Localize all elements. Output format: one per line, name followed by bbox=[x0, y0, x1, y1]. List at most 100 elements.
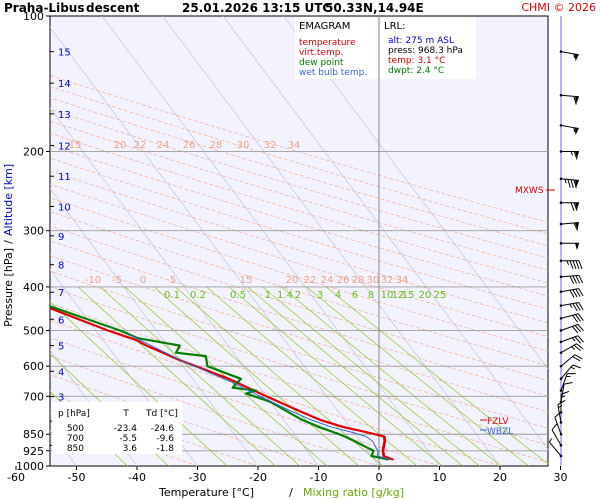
isotherm-line bbox=[50, 268, 198, 466]
table-cell: -24.6 bbox=[151, 424, 175, 434]
plot-area bbox=[49, 15, 549, 467]
x-axis-title: Temperature [°C] bbox=[158, 486, 254, 499]
adiabat-label: 32 bbox=[381, 275, 394, 286]
legend-virt-temp: virt.temp. bbox=[299, 48, 343, 58]
wind-barb bbox=[559, 242, 579, 251]
x-tick-label: -60 bbox=[7, 471, 25, 484]
mixing-ratio-label: 10 bbox=[381, 290, 394, 301]
wind-barb bbox=[559, 50, 579, 62]
altitude-tick-label: 11 bbox=[58, 172, 71, 183]
isotherm-line bbox=[50, 107, 319, 466]
legend-temperature: temperature bbox=[299, 38, 356, 48]
wind-barb bbox=[559, 373, 576, 392]
profile-series bbox=[50, 305, 395, 461]
mixing-ratio-label: 20 bbox=[419, 290, 432, 301]
wind-barb bbox=[559, 274, 584, 285]
adiabat-label: 30 bbox=[367, 275, 380, 286]
adiabat-label: 28 bbox=[210, 140, 223, 151]
isotherm-lines bbox=[50, 16, 548, 466]
adiabat-label: 28 bbox=[352, 275, 365, 286]
altitude-tick-label: 7 bbox=[58, 288, 64, 299]
x-tick-label: 20 bbox=[493, 471, 507, 484]
table-cell: 500 bbox=[67, 424, 84, 434]
altitude-tick-label: 14 bbox=[58, 79, 71, 90]
series-dew-point bbox=[50, 305, 390, 461]
legend: EMAGRAM temperature virt.temp. dew point… bbox=[295, 17, 377, 79]
y-tick-label: 1000 bbox=[16, 460, 44, 473]
lrl-temperature: temp: 3.1 °C bbox=[388, 56, 445, 66]
table-cell: -1.8 bbox=[156, 444, 174, 454]
x-tick-label: -30 bbox=[189, 471, 207, 484]
adiabat-label: 15 bbox=[240, 275, 253, 286]
mixing-ratio-label: 2 bbox=[295, 290, 301, 301]
x-tick-label: -50 bbox=[68, 471, 86, 484]
wind-barb bbox=[559, 124, 579, 136]
y-tick-label: 500 bbox=[23, 325, 44, 338]
x-tick-label: 30 bbox=[554, 471, 568, 484]
x-tick-label: -40 bbox=[128, 471, 146, 484]
wind-barb bbox=[559, 313, 584, 323]
wbzl-label: WBZL bbox=[487, 427, 513, 437]
wind-barb bbox=[559, 323, 584, 334]
altitude-tick-label: 13 bbox=[58, 110, 71, 121]
dry-adiabat-line bbox=[50, 75, 548, 223]
wind-barbs bbox=[548, 16, 584, 466]
mixing-ratio-label: 4 bbox=[335, 290, 341, 301]
station-name: Praha-Libus bbox=[4, 1, 84, 15]
y-tick-label: 300 bbox=[23, 225, 44, 238]
isotherm-line bbox=[50, 188, 259, 466]
wind-barb bbox=[559, 93, 579, 105]
y-tick-label: 600 bbox=[23, 360, 44, 373]
dry-adiabat-lines bbox=[50, 75, 548, 466]
x-tick-label: -20 bbox=[249, 471, 267, 484]
mixing-ratio-label: 25 bbox=[434, 290, 447, 301]
adiabat-label: 26 bbox=[337, 275, 350, 286]
adiabat-label: 15 bbox=[69, 140, 82, 151]
adiabat-label: -5 bbox=[112, 275, 122, 286]
table-cell: -23.4 bbox=[114, 424, 138, 434]
dry-adiabat-line bbox=[50, 120, 548, 271]
mixing-ratio-label: 6 bbox=[352, 290, 358, 301]
lrl-title: LRL: bbox=[384, 21, 405, 32]
lrl-altitude: alt: 275 m ASL bbox=[388, 36, 454, 46]
copyright: CHMI © 2026 bbox=[521, 1, 596, 14]
wind-barb bbox=[559, 201, 579, 211]
level-table: p [hPa] T Td [°C] 500 -23.4 -24.6 700 -5… bbox=[52, 402, 182, 454]
mixing-ratio-label: 0.1 bbox=[164, 290, 180, 301]
adiabat-label: 30 bbox=[237, 140, 250, 151]
altitude-tick-label: 4 bbox=[58, 367, 64, 378]
wind-barb bbox=[559, 150, 579, 160]
altitude-tick-label: 9 bbox=[58, 232, 64, 243]
lrl-dewpoint: dwpt: 2.4 °C bbox=[388, 66, 444, 76]
dry-adiabat-line bbox=[50, 337, 440, 466]
lrl-box: LRL: alt: 275 m ASL press: 968.3 hPa tem… bbox=[380, 17, 476, 79]
adiabat-label: -10 bbox=[85, 275, 101, 286]
isobar-lines bbox=[50, 151, 548, 452]
altitude-tick-label: 6 bbox=[58, 315, 64, 326]
isotherm-line bbox=[50, 349, 138, 466]
mixing-ratio-label: 0.2 bbox=[190, 290, 206, 301]
dry-adiabat-line bbox=[50, 145, 548, 297]
altitude-tick-label: 3 bbox=[58, 393, 64, 404]
adiabat-label: 24 bbox=[157, 140, 170, 151]
wind-barb bbox=[559, 222, 579, 231]
wind-barb bbox=[559, 259, 583, 269]
wind-barb bbox=[559, 301, 584, 312]
wind-barb bbox=[557, 399, 566, 424]
station-coords: 50.33N,14.94E bbox=[325, 1, 424, 15]
y-axis-separator: / bbox=[2, 240, 15, 244]
table-cell: -9.6 bbox=[156, 434, 174, 444]
adiabat-label: 22 bbox=[134, 140, 147, 151]
isotherm-line bbox=[162, 16, 501, 466]
x-tick-label: 10 bbox=[433, 471, 447, 484]
altitude-tick-label: 5 bbox=[58, 342, 64, 353]
level-markers: MXWS FZLV WBZL bbox=[480, 186, 555, 437]
dry-adiabat-line bbox=[50, 86, 548, 235]
mixing-ratio-label: 3 bbox=[317, 290, 323, 301]
adiabat-label: 20 bbox=[114, 140, 127, 151]
lrl-pressure: press: 968.3 hPa bbox=[388, 46, 463, 56]
mixing-ratio-label: 15 bbox=[402, 290, 415, 301]
wind-barb bbox=[559, 343, 584, 355]
